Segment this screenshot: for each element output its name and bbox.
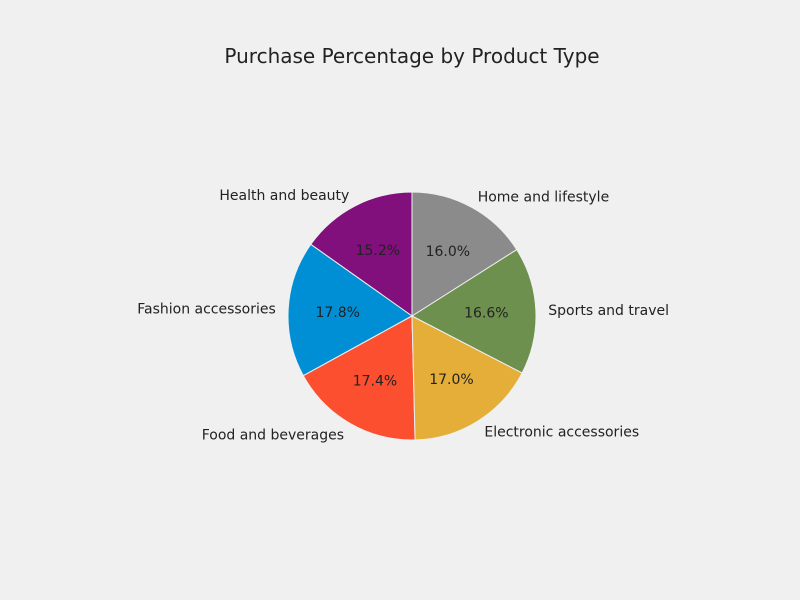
pct-label-fashion-accessories: 17.8% <box>315 305 359 321</box>
pct-label-electronic-accessories: 17.0% <box>429 372 473 388</box>
pie-slice-sports-and-travel <box>410 248 537 374</box>
pie-slice-electronic-accessories <box>411 315 523 441</box>
pie-slice-home-and-lifestyle <box>411 191 518 317</box>
pct-label-health-and-beauty: 15.2% <box>356 243 400 259</box>
pct-label-food-and-beverages: 17.4% <box>353 374 397 390</box>
category-label-sports-and-travel: Sports and travel <box>548 303 669 319</box>
pie-slices <box>287 191 537 441</box>
pie-slice-food-and-beverages <box>302 315 416 441</box>
category-label-health-and-beauty: Health and beauty <box>219 188 349 204</box>
pct-label-sports-and-travel: 16.6% <box>464 306 508 322</box>
pct-label-home-and-lifestyle: 16.0% <box>426 244 470 260</box>
pie-slice-fashion-accessories <box>287 243 413 377</box>
category-label-home-and-lifestyle: Home and lifestyle <box>478 189 609 205</box>
pie-labels: 15.2% Health and beauty 17.8% Fashion acces… <box>137 188 669 443</box>
category-label-food-and-beverages: Food and beverages <box>202 427 344 443</box>
category-label-electronic-accessories: Electronic accessories <box>484 425 639 441</box>
chart-title: Purchase Percentage by Product Type <box>224 44 599 68</box>
category-label-fashion-accessories: Fashion accessories <box>137 301 276 317</box>
pie-slice-health-and-beauty <box>310 191 413 317</box>
